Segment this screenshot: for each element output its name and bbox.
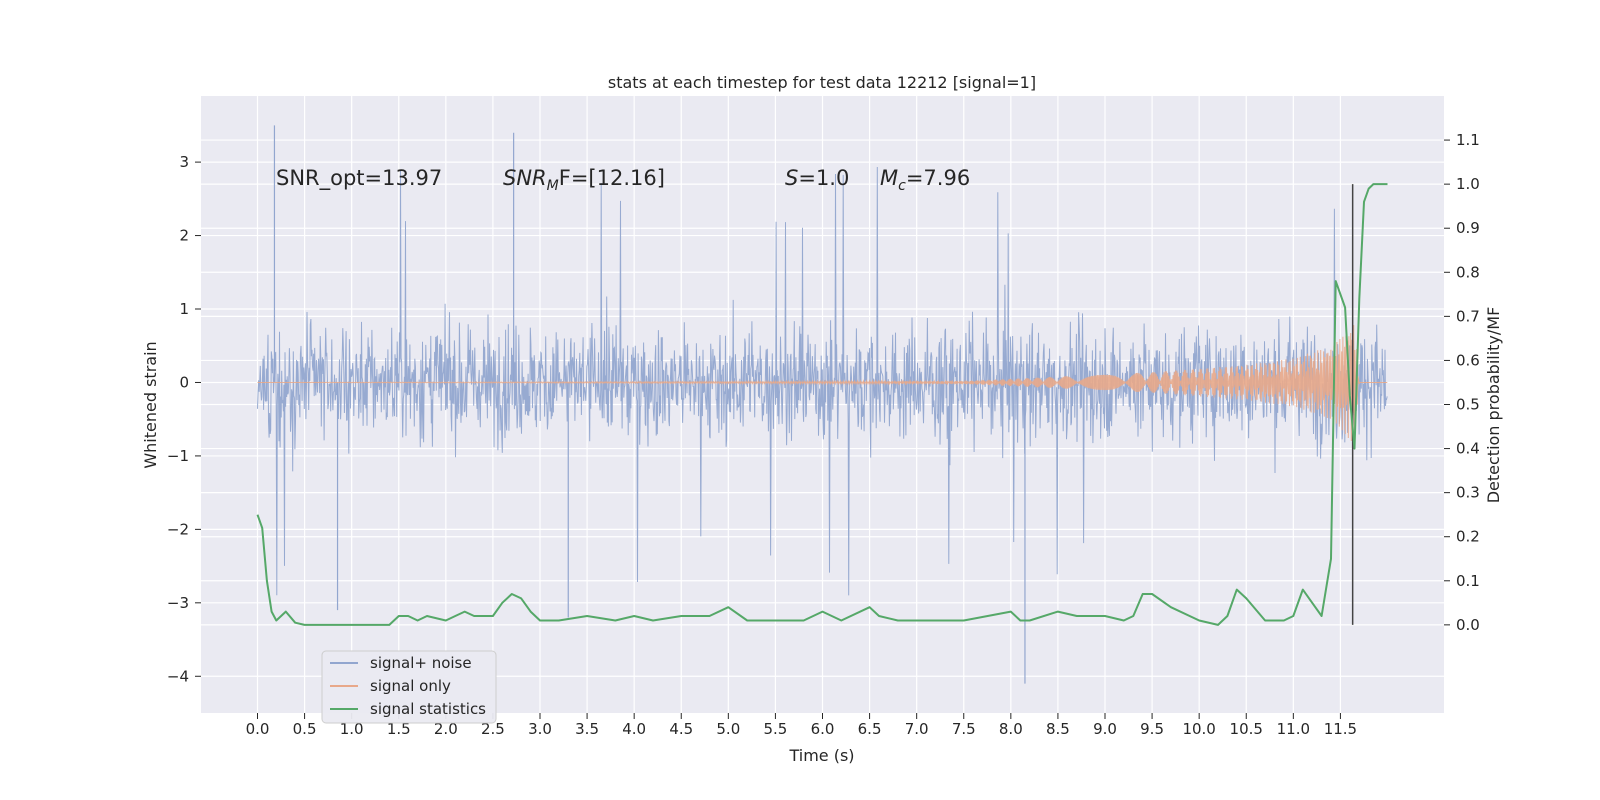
y-right-tick-label: 0.3 xyxy=(1456,484,1480,502)
x-tick-label: 3.0 xyxy=(528,720,552,738)
legend-label-signal-statistics: signal statistics xyxy=(370,700,486,718)
y-right-tick-label: 0.2 xyxy=(1456,528,1480,546)
series-signal-statistics-line xyxy=(256,183,1388,626)
annotation-snr-mf-base: SNR xyxy=(503,166,547,190)
x-tick-label: 0.0 xyxy=(246,720,270,738)
annotation-mc: Mc=7.96 xyxy=(880,166,970,194)
annotation-snr-mf-rest: F=[12.16] xyxy=(559,166,665,190)
annotations: SNR_opt=13.97 SNRMF=[12.16] S=1.0 Mc=7.9… xyxy=(276,166,970,194)
legend: signal+ noise signal only signal statist… xyxy=(321,650,497,724)
x-tick-label: 2.5 xyxy=(481,720,505,738)
y-right-tick-label: 0.1 xyxy=(1456,572,1480,590)
x-tick-label: 7.0 xyxy=(905,720,929,738)
x-tick-label: 0.5 xyxy=(293,720,317,738)
legend-box xyxy=(321,650,497,724)
x-tick-label: 1.5 xyxy=(387,720,411,738)
y-tick-label: 3 xyxy=(179,153,189,171)
y-tick-label: −3 xyxy=(167,594,189,612)
annotation-mc-rest: =7.96 xyxy=(906,166,970,190)
annotation-snr-mf-sub: M xyxy=(547,178,559,194)
annotation-mc-sub: c xyxy=(898,178,906,194)
annotation-s: S=1.0 xyxy=(785,166,849,190)
x-tick-label: 2.0 xyxy=(434,720,458,738)
y-right-tick-label: 0.8 xyxy=(1456,263,1480,281)
x-tick-label: 1.0 xyxy=(340,720,364,738)
y-tick-label: 0 xyxy=(179,373,189,391)
x-tick-label: 5.0 xyxy=(716,720,740,738)
annotation-snr-opt: SNR_opt=13.97 xyxy=(276,166,442,191)
annotation-s-rest: =1.0 xyxy=(798,166,849,190)
x-tick-label: 9.5 xyxy=(1140,720,1164,738)
y-right-tick-label: 0.0 xyxy=(1456,616,1480,634)
y-right-tick-label: 0.6 xyxy=(1456,351,1480,369)
x-tick-label: 8.5 xyxy=(1046,720,1070,738)
series-signal-noise-line xyxy=(257,166,1388,596)
series-signal-only-line xyxy=(257,325,1388,442)
y-tick-label: 1 xyxy=(179,300,189,318)
y-right-tick-label: 1.0 xyxy=(1456,175,1480,193)
x-tick-label: 10.5 xyxy=(1230,720,1263,738)
y-right-tick-label: 0.5 xyxy=(1456,396,1480,414)
legend-label-signal-only: signal only xyxy=(370,677,451,695)
x-tick-label: 5.5 xyxy=(763,720,787,738)
x-tick-label: 10.0 xyxy=(1182,720,1215,738)
annotation-mc-base: M xyxy=(880,166,898,190)
ticks: 0.0 0.5 1.0 1.5 2.0 2.5 3.0 3.5 4.0 4.5 5.0 5.5 6.0 6… xyxy=(167,131,1480,738)
y-right-tick-label: 0.7 xyxy=(1456,307,1480,325)
annotation-snr-mf: SNRMF=[12.16] xyxy=(503,166,665,194)
x-tick-label: 11.5 xyxy=(1324,720,1357,738)
y-right-tick-label: 0.4 xyxy=(1456,440,1480,458)
y-tick-label: −1 xyxy=(167,447,189,465)
y-tick-label: 2 xyxy=(179,227,189,245)
x-tick-label: 4.0 xyxy=(622,720,646,738)
y-tick-label: −2 xyxy=(167,520,189,538)
y-right-tick-label: 0.9 xyxy=(1456,219,1480,237)
y-axis-label: Whitened strain xyxy=(141,341,160,468)
x-tick-label: 4.5 xyxy=(669,720,693,738)
x-tick-label: 3.5 xyxy=(575,720,599,738)
x-tick-label: 6.0 xyxy=(811,720,835,738)
x-tick-label: 6.5 xyxy=(858,720,882,738)
legend-label-signal-noise: signal+ noise xyxy=(370,654,472,672)
y-right-tick-label: 1.1 xyxy=(1456,131,1480,149)
grid xyxy=(201,96,1444,713)
series-layer xyxy=(256,125,1388,684)
x-tick-label: 7.5 xyxy=(952,720,976,738)
annotation-s-base: S xyxy=(785,166,798,190)
x-tick-label: 8.0 xyxy=(999,720,1023,738)
y-axis-label-right: Detection probability/MF xyxy=(1484,307,1503,504)
x-tick-label: 11.0 xyxy=(1277,720,1310,738)
chart-title: stats at each timestep for test data 122… xyxy=(608,73,1036,92)
x-axis-label: Time (s) xyxy=(788,746,854,765)
y-tick-label: −4 xyxy=(167,667,189,685)
x-tick-label: 9.0 xyxy=(1093,720,1117,738)
